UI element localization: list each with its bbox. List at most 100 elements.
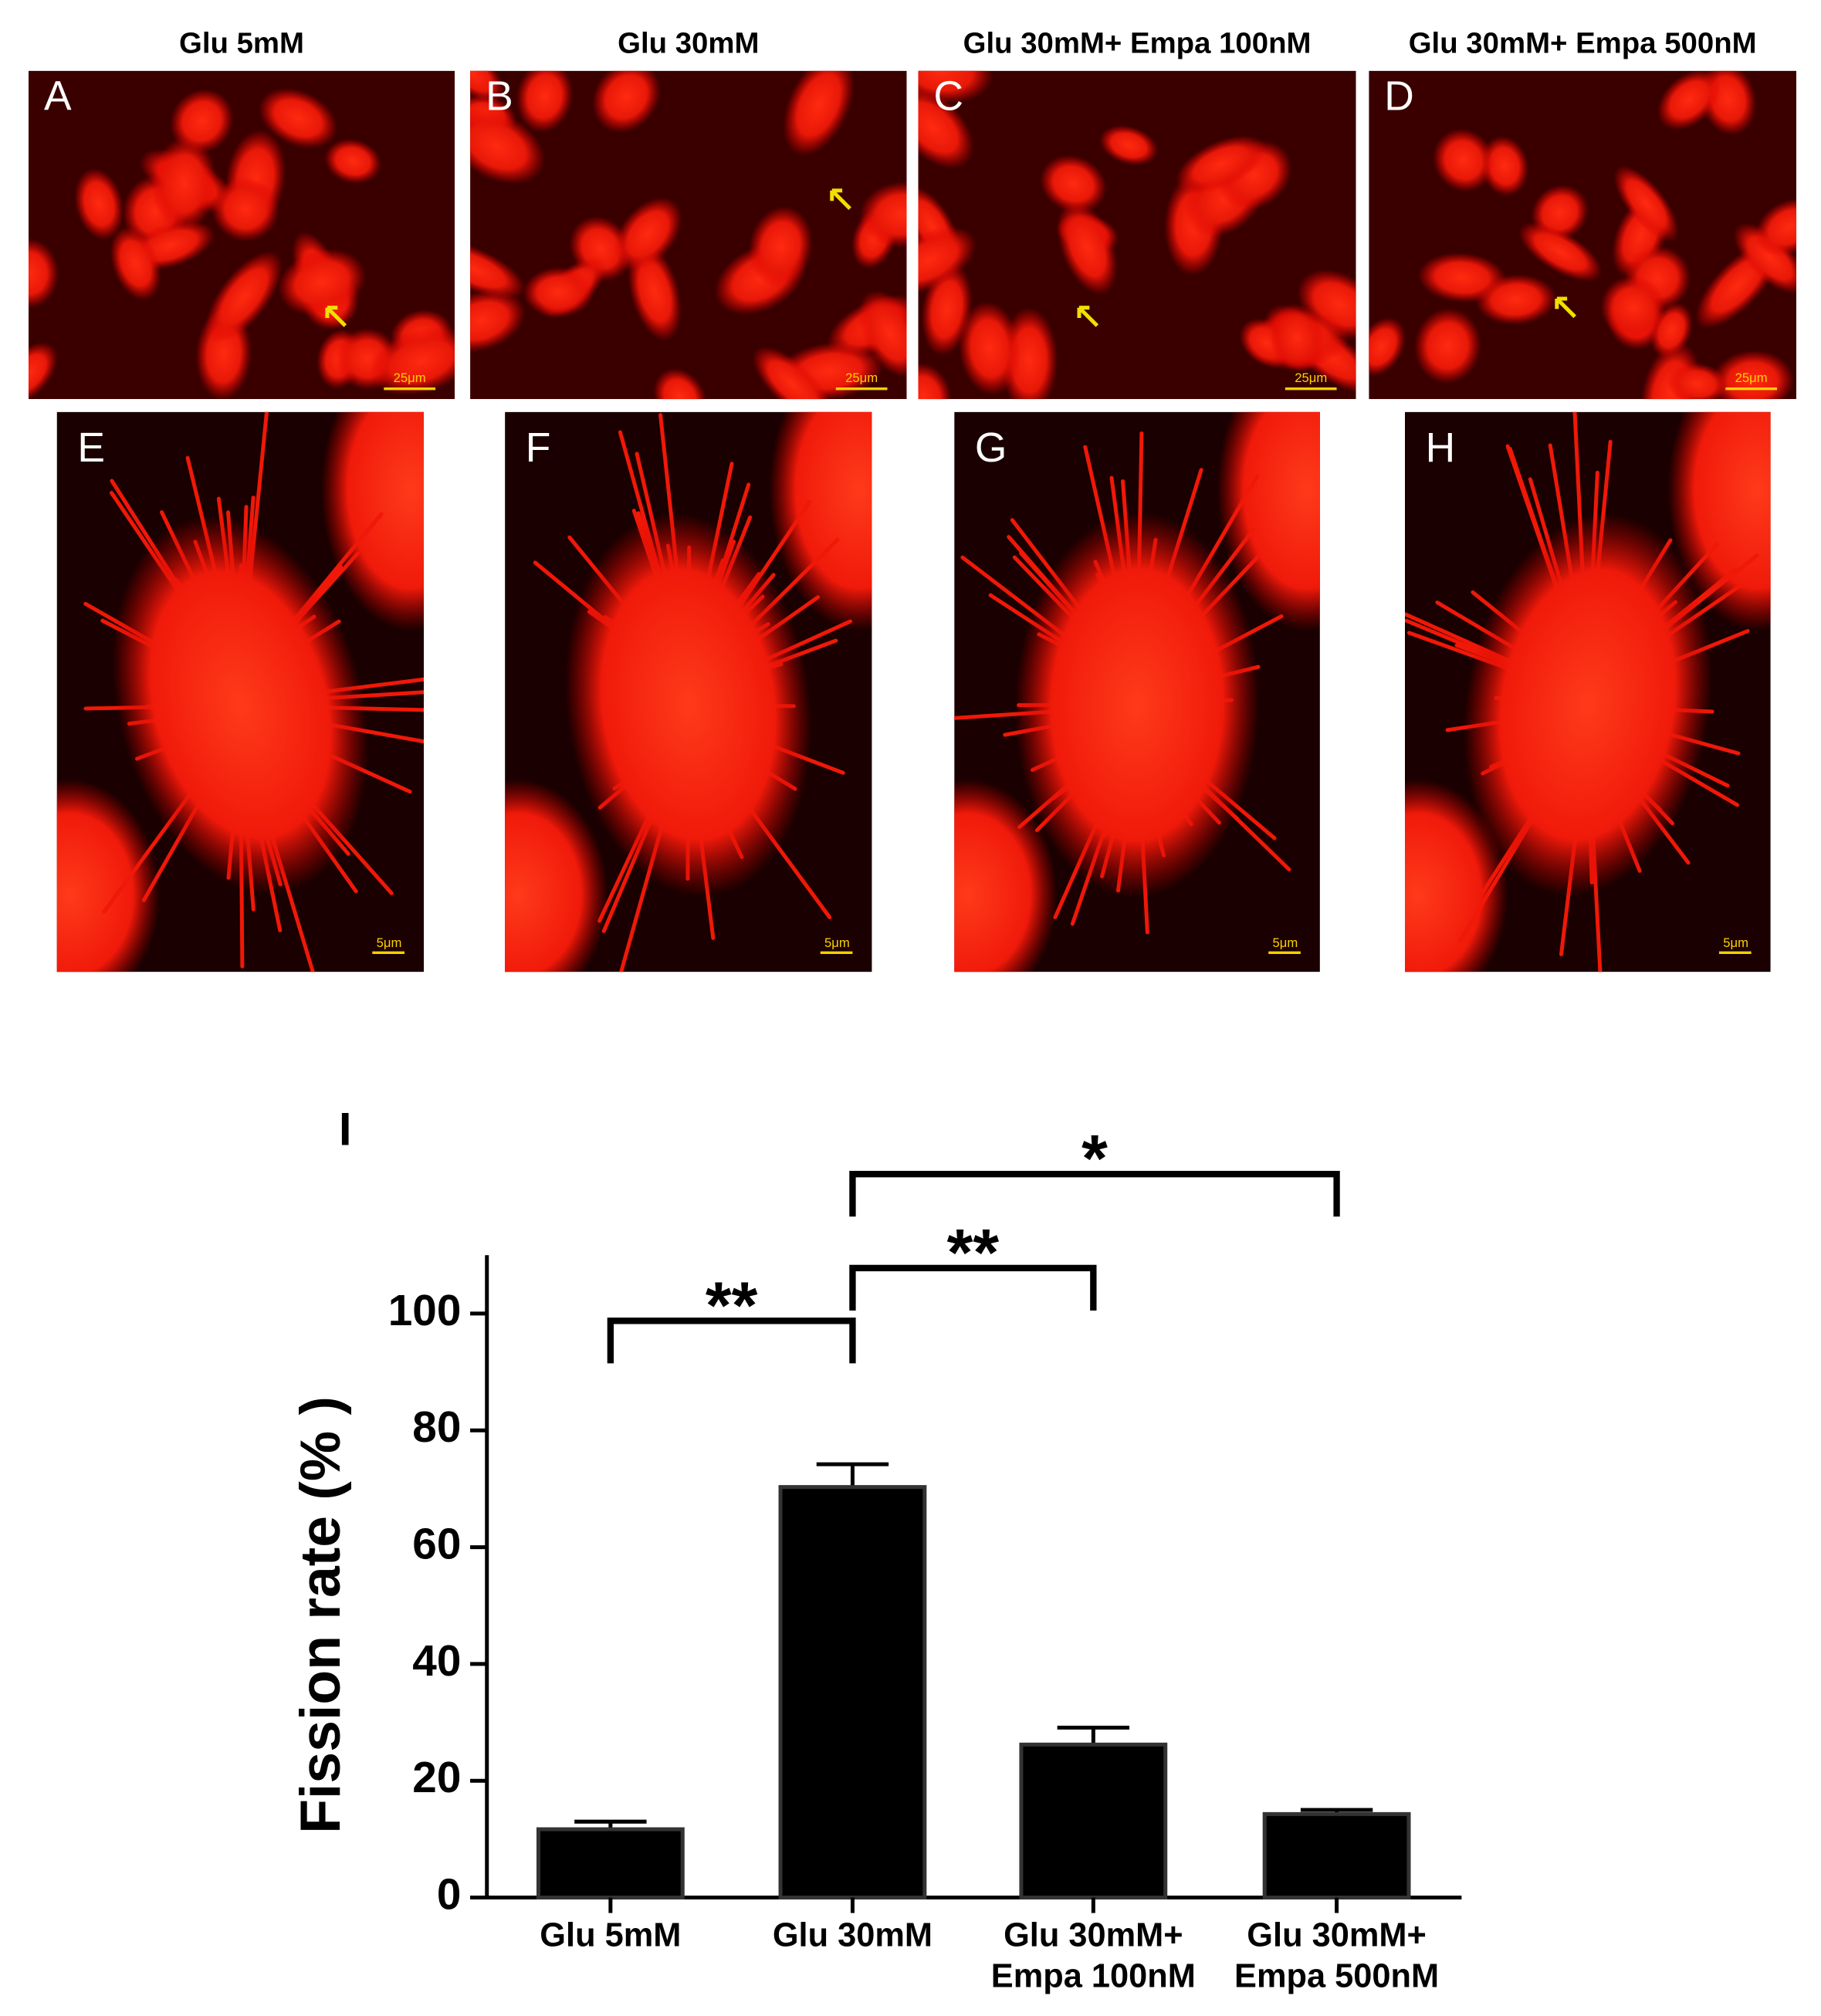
cell [212,177,279,242]
micrograph [1404,411,1771,972]
scale-bar-label: 25μm [394,370,426,385]
cell-body [1463,512,1713,897]
scale-bar-label: 25μm [1295,370,1327,385]
panel-label: F [526,425,551,471]
cell [918,70,993,103]
y-axis-label: Fission rate (% ) [289,1396,352,1834]
scale-bar-label: 5μm [1723,935,1748,950]
cell [1600,276,1666,340]
cell [752,347,832,400]
cell [918,363,952,400]
cell [74,167,124,240]
micrograph [1369,70,1797,400]
column-header: Glu 30mM [618,27,759,60]
column-header: Glu 30mM+ Empa 100nM [963,27,1312,60]
cell [1433,128,1494,192]
neighbor-cell [1217,411,1320,631]
cell [858,289,907,377]
x-tick-label: Glu 30mM+ Empa 500nM [1234,1917,1439,1995]
neighbor-cell [954,779,1058,972]
panel-label: D [1384,74,1414,120]
micrograph [918,70,1356,400]
panel-label: G [975,425,1007,471]
cell [516,70,574,133]
significance-bracket [849,1170,1340,1217]
arrow [1555,296,1576,319]
cell [28,342,58,400]
scale-bar-label: 25μm [1735,370,1768,385]
cell [1711,350,1795,400]
neighbor-cell [505,779,608,972]
neighbor-cell [56,779,161,972]
cell [1518,222,1603,282]
cell [1057,200,1118,295]
cell [1475,274,1556,325]
arrow [1077,306,1099,327]
x-tick-label: Glu 30mM+ Empa 100nM [991,1917,1196,1995]
cell-body [112,516,369,895]
cell [1613,165,1679,242]
cell [918,226,977,295]
y-tick-label: 0 [437,1871,462,1920]
cell [1270,303,1325,372]
panel-label: H [1426,425,1456,471]
cell [259,88,337,149]
cell [205,251,283,343]
significance-label: ** [947,1215,1000,1290]
panel-label: B [486,74,513,120]
cell [1755,198,1797,256]
column-header: Glu 5mM [179,27,304,60]
cell [523,267,594,318]
neighbor-cell [1667,411,1771,631]
cell-body [1014,512,1260,898]
column-header: Glu 30mM+ Empa 500nM [1409,27,1757,60]
cell [151,137,217,232]
micrograph [56,411,425,972]
cell [470,70,505,103]
cell [1733,223,1797,294]
cell [1480,136,1529,197]
bar [778,1485,927,1900]
significance-bracket [607,1318,856,1364]
cell [1176,135,1267,194]
cell [28,238,59,309]
y-tick-label: 40 [412,1637,461,1686]
cell [748,206,813,288]
bar [536,1827,685,1900]
cell [470,239,526,299]
micrograph [505,411,872,972]
bar [1019,1742,1168,1900]
cell [918,86,974,169]
cell [470,289,526,353]
cell [1099,125,1158,165]
cell [1667,363,1728,400]
significance-label: * [1081,1121,1108,1196]
cell [1040,154,1107,213]
bar [1262,1811,1411,1900]
x-tick-label: Glu 30mM [773,1917,933,1954]
cell [324,138,381,184]
y-tick-label: 60 [412,1520,461,1569]
neighbor-cell [320,411,425,631]
y-tick-label: 80 [412,1403,461,1452]
significance-bracket [849,1264,1097,1311]
arrow [830,188,851,210]
cell [614,197,682,271]
panel-label: E [77,425,105,471]
y-tick-label: 100 [388,1287,462,1335]
significance-label: ** [706,1268,758,1343]
cell-body [564,512,812,898]
panel-label: I [339,1104,352,1155]
cell [783,70,855,157]
scale-bar-label: 5μm [1272,935,1298,950]
cell [110,226,161,301]
cell [170,89,234,154]
cell [278,249,366,316]
arrow [325,306,347,327]
cell [1414,308,1481,384]
panel-label: A [44,74,72,120]
micrograph [470,70,907,400]
scale-bar-label: 5μm [824,935,850,950]
scale-bar-label: 25μm [845,370,878,385]
